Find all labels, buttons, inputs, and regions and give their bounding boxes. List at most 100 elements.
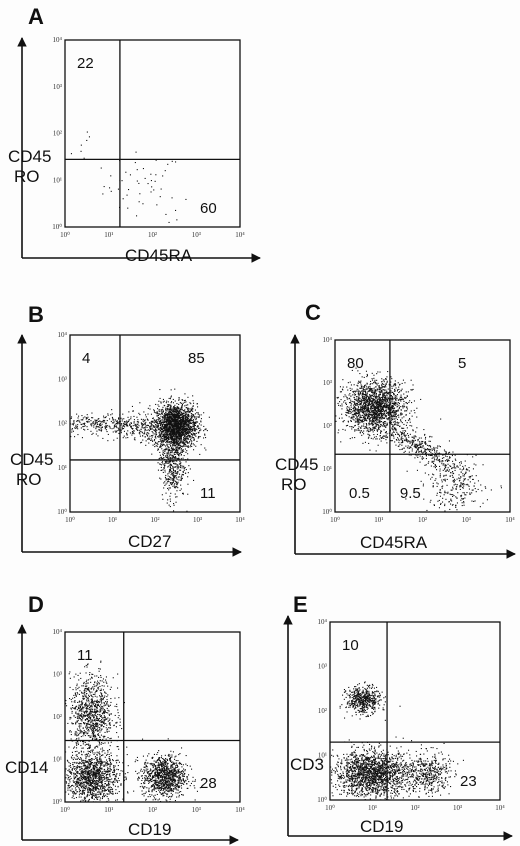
event-point: [354, 424, 356, 426]
event-point: [175, 413, 177, 415]
event-point: [167, 478, 169, 480]
event-point: [386, 407, 388, 409]
event-point: [373, 417, 375, 419]
event-point: [175, 438, 177, 440]
event-point: [402, 407, 404, 409]
event-point: [340, 441, 342, 443]
event-point: [169, 461, 171, 463]
x-tick-label: 10⁴: [505, 516, 515, 524]
event-point: [171, 419, 173, 421]
event-point: [168, 436, 170, 438]
event-point: [193, 402, 195, 404]
event-point: [157, 448, 159, 450]
event-point: [386, 376, 388, 378]
event-point: [175, 449, 177, 451]
event-point: [379, 426, 381, 428]
event-point: [350, 399, 352, 401]
event-point: [121, 426, 123, 428]
event-point: [436, 457, 438, 459]
event-point: [185, 198, 187, 200]
event-point: [385, 416, 387, 418]
event-point: [156, 414, 158, 416]
y-axis-label: RO: [281, 475, 307, 494]
event-point: [375, 427, 377, 429]
event-point: [171, 412, 173, 414]
event-point: [391, 435, 393, 437]
event-point: [163, 449, 165, 451]
event-point: [173, 423, 175, 425]
event-point: [169, 434, 171, 436]
event-point: [345, 403, 347, 405]
event-point: [365, 403, 367, 405]
event-point: [356, 388, 358, 390]
event-point: [178, 403, 180, 405]
event-point: [424, 448, 426, 450]
event-point: [163, 467, 165, 469]
event-point: [176, 410, 178, 412]
event-point: [392, 412, 394, 414]
event-point: [385, 378, 387, 380]
event-point: [171, 454, 173, 456]
event-point: [355, 396, 357, 398]
event-point: [173, 429, 175, 431]
event-point: [168, 408, 170, 410]
event-point: [204, 429, 206, 431]
event-point: [384, 385, 386, 387]
event-point: [97, 424, 99, 426]
event-point: [130, 416, 132, 418]
event-point: [345, 425, 347, 427]
event-point: [165, 492, 167, 494]
event-point: [175, 422, 177, 424]
event-point: [361, 425, 363, 427]
event-point: [151, 436, 153, 438]
event-point: [168, 484, 170, 486]
event-point: [154, 180, 156, 182]
event-point: [91, 425, 93, 427]
event-point: [132, 430, 134, 432]
event-point: [184, 393, 186, 395]
event-point: [138, 432, 140, 434]
event-point: [360, 421, 362, 423]
event-point: [400, 409, 402, 411]
event-point: [192, 414, 194, 416]
event-point: [364, 426, 366, 428]
event-point: [170, 413, 172, 415]
event-point: [92, 421, 94, 423]
event-point: [114, 424, 116, 426]
event-point: [166, 419, 168, 421]
event-point: [363, 390, 365, 392]
event-point: [400, 389, 402, 391]
event-point: [181, 433, 183, 435]
event-point: [354, 425, 356, 427]
event-point: [160, 435, 162, 437]
event-point: [345, 411, 347, 413]
event-point: [178, 434, 180, 436]
event-point: [198, 427, 200, 429]
event-point: [177, 453, 179, 455]
event-point: [163, 423, 165, 425]
event-point: [429, 445, 431, 447]
event-point: [162, 416, 164, 418]
event-point: [165, 429, 167, 431]
event-point: [391, 419, 393, 421]
event-point: [162, 436, 164, 438]
event-point: [395, 412, 397, 414]
y-tick-label: 10³: [53, 83, 62, 91]
event-point: [380, 404, 382, 406]
event-point: [409, 433, 411, 435]
event-point: [152, 444, 154, 446]
event-point: [191, 409, 193, 411]
event-point: [170, 427, 172, 429]
event-point: [401, 388, 403, 390]
event-point: [169, 470, 171, 472]
event-point: [165, 427, 167, 429]
event-point: [182, 428, 184, 430]
event-point: [174, 411, 176, 413]
event-point: [166, 423, 168, 425]
event-point: [380, 398, 382, 400]
event-point: [353, 411, 355, 413]
event-point: [164, 421, 166, 423]
event-point: [200, 414, 202, 416]
event-point: [173, 430, 175, 432]
event-point: [393, 410, 395, 412]
